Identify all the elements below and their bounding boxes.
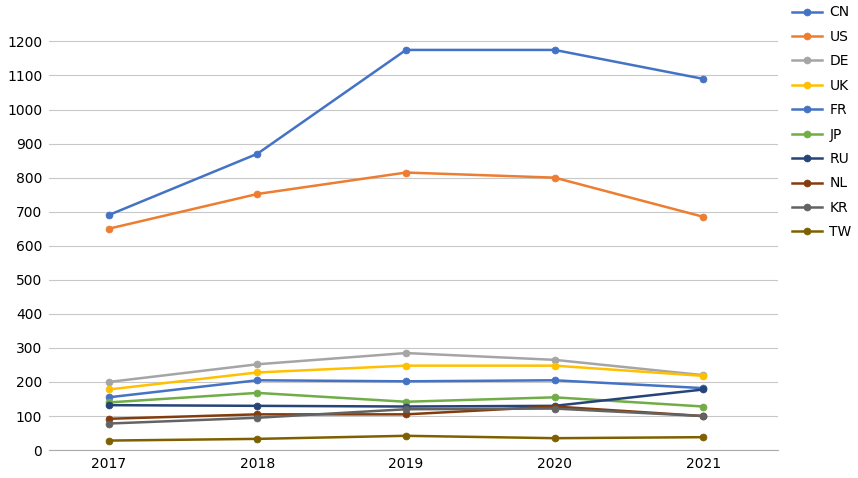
KR — [104, 421, 114, 426]
FR — [549, 378, 559, 383]
DE — [104, 379, 114, 385]
CN — [104, 212, 114, 218]
DE — [549, 357, 559, 363]
Line: US: US — [106, 169, 707, 232]
JP — [549, 394, 559, 400]
Line: JP: JP — [106, 390, 707, 410]
RU — [549, 403, 559, 409]
FR — [698, 385, 709, 391]
UK — [104, 387, 114, 392]
NL — [104, 416, 114, 422]
JP — [401, 399, 411, 404]
TW — [549, 435, 559, 441]
Legend: CN, US, DE, UK, FR, JP, RU, NL, KR, TW: CN, US, DE, UK, FR, JP, RU, NL, KR, TW — [792, 5, 852, 239]
TW — [698, 435, 709, 440]
NL — [401, 412, 411, 417]
UK — [698, 373, 709, 379]
CN — [401, 47, 411, 53]
RU — [104, 402, 114, 408]
UK — [401, 363, 411, 369]
US — [401, 170, 411, 175]
Line: RU: RU — [106, 386, 707, 410]
Line: DE: DE — [106, 349, 707, 385]
TW — [401, 433, 411, 439]
US — [104, 226, 114, 232]
TW — [104, 438, 114, 444]
NL — [252, 412, 263, 417]
KR — [252, 415, 263, 421]
KR — [549, 406, 559, 412]
FR — [104, 394, 114, 400]
CN — [252, 151, 263, 157]
RU — [698, 387, 709, 392]
Line: UK: UK — [106, 362, 707, 393]
DE — [252, 361, 263, 367]
CN — [549, 47, 559, 53]
JP — [252, 390, 263, 396]
JP — [104, 400, 114, 405]
UK — [252, 369, 263, 375]
CN — [698, 76, 709, 82]
Line: TW: TW — [106, 432, 707, 444]
US — [549, 175, 559, 181]
KR — [401, 406, 411, 412]
RU — [401, 403, 411, 409]
FR — [401, 379, 411, 384]
JP — [698, 403, 709, 409]
Line: KR: KR — [106, 405, 707, 427]
TW — [252, 436, 263, 442]
RU — [252, 403, 263, 409]
US — [252, 191, 263, 197]
KR — [698, 413, 709, 419]
Line: CN: CN — [106, 46, 707, 218]
FR — [252, 378, 263, 383]
DE — [401, 350, 411, 356]
NL — [549, 403, 559, 409]
DE — [698, 372, 709, 378]
Line: FR: FR — [106, 377, 707, 401]
UK — [549, 363, 559, 369]
Line: NL: NL — [106, 403, 707, 422]
US — [698, 214, 709, 220]
NL — [698, 413, 709, 419]
